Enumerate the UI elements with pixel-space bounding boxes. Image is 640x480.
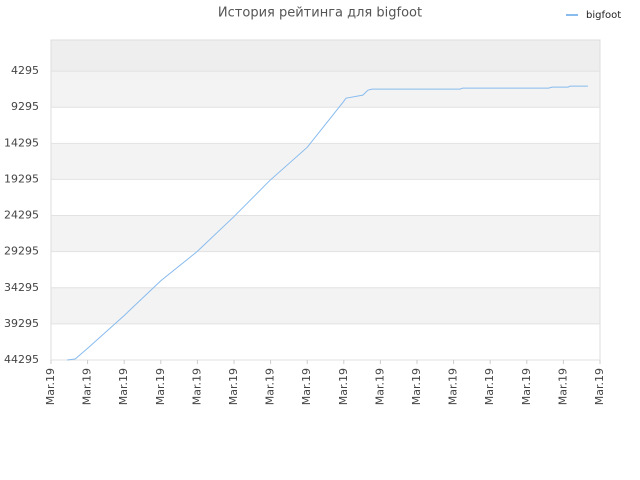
x-tick-label: Mar.19 <box>483 368 496 405</box>
x-tick-label: Mar.19 <box>520 368 533 405</box>
y-tick-label: 29295 <box>4 245 39 258</box>
plot-band <box>51 179 600 216</box>
y-tick-label: 44295 <box>4 353 39 366</box>
line <box>67 85 588 361</box>
plot-band <box>51 287 600 324</box>
x-tick-label: Mar.19 <box>410 368 423 405</box>
x-tick-label: Mar.19 <box>81 368 94 405</box>
x-tick-label: Mar.19 <box>300 368 313 405</box>
plot-band <box>51 40 600 72</box>
chart-title: История рейтинга для bigfoot <box>218 6 422 21</box>
y-tick-label: 9295 <box>11 100 39 113</box>
y-tick-label: 24295 <box>4 209 39 222</box>
x-tick-label: Mar.19 <box>373 368 386 405</box>
x-tick-label: Mar.19 <box>593 368 606 405</box>
x-tick-label: Mar.19 <box>447 368 460 405</box>
y-tick-label: 19295 <box>4 172 39 185</box>
plot-band <box>51 323 600 360</box>
x-tick-label: Mar.19 <box>117 368 130 405</box>
y-tick-label: 39295 <box>4 317 39 330</box>
x-tick-label: Mar.19 <box>44 368 57 405</box>
x-tick-label: Mar.19 <box>264 368 277 405</box>
plot-band <box>51 71 600 108</box>
x-tick-label: Mar.19 <box>154 368 167 405</box>
y-tick-label: 14295 <box>4 136 39 149</box>
x-tick-label: Mar.19 <box>556 368 569 405</box>
x-tick-label: Mar.19 <box>190 368 203 405</box>
plot-band <box>51 215 600 252</box>
x-tick-label: Mar.19 <box>337 368 350 405</box>
y-tick-label: 4295 <box>11 64 39 77</box>
legend-label: bigfoot <box>586 10 621 21</box>
y-tick-label: 34295 <box>4 281 39 294</box>
plot-band <box>51 143 600 180</box>
plot-band <box>51 107 600 144</box>
plot-band <box>51 251 600 288</box>
x-tick-label: Mar.19 <box>227 368 240 405</box>
